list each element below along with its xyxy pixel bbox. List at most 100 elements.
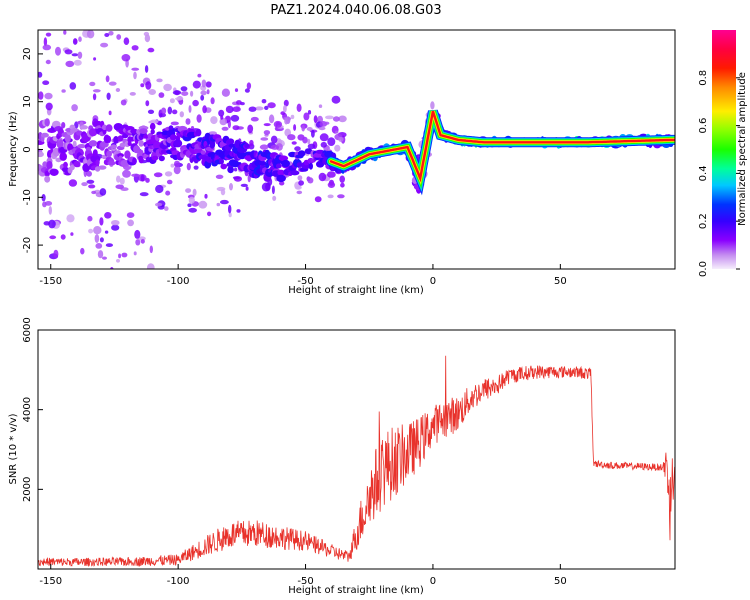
heatmap-cell: [61, 89, 66, 93]
heatmap-cell: [121, 252, 128, 258]
heatmap-cell: [263, 130, 271, 135]
heatmap-cell: [116, 273, 122, 278]
heatmap-cell: [220, 188, 226, 196]
heatmap-cell: [45, 102, 53, 111]
x-tick-label: -100: [167, 276, 190, 287]
heatmap-cell: [295, 185, 302, 190]
snr-plot-area: [38, 330, 675, 569]
heatmap-cell: [113, 136, 119, 144]
heatmap-cell: [122, 133, 129, 139]
heatmap-cell: [60, 234, 66, 240]
heatmap-cell: [106, 150, 112, 158]
heatmap-cell: [296, 162, 303, 167]
x-tick-label: -150: [39, 276, 62, 287]
heatmap-cell: [192, 80, 201, 89]
heatmap-cell: [104, 230, 109, 234]
heatmap-cell: [105, 124, 113, 132]
heatmap-cell: [42, 44, 52, 51]
heatmap-cell: [92, 89, 101, 93]
heatmap-cell: [86, 179, 95, 184]
colorbar-tick-label: 0.0: [698, 261, 709, 277]
heatmap-cell: [129, 92, 136, 96]
heatmap-cell: [220, 199, 229, 205]
heatmap-cell: [225, 105, 234, 114]
heatmap-cell: [318, 104, 323, 108]
heatmap-cell: [126, 212, 135, 219]
heatmap-cell: [313, 152, 323, 158]
heatmap-cell: [134, 229, 141, 239]
heatmap-cell: [111, 224, 120, 231]
heatmap-cell: [106, 92, 111, 101]
heatmap-cell: [254, 106, 264, 111]
heatmap-cell: [73, 59, 82, 66]
heatmap-cell: [68, 179, 78, 187]
heatmap-cell: [229, 183, 233, 191]
heatmap-cell: [327, 171, 336, 178]
heatmap-cell: [119, 177, 125, 185]
heatmap-cell: [173, 160, 181, 168]
heatmap-cell: [234, 88, 239, 92]
heatmap-cell: [313, 115, 318, 123]
heatmap-cell: [271, 185, 275, 195]
heatmap-cell: [138, 156, 144, 164]
heatmap-cell: [44, 175, 51, 183]
heatmap-cell: [144, 65, 149, 73]
heatmap-cell: [283, 99, 289, 107]
y-tick-label: 4000: [22, 397, 33, 422]
heatmap-cell: [220, 115, 224, 120]
heatmap-cell: [201, 79, 207, 88]
heatmap-cell: [227, 138, 235, 145]
heatmap-cell: [244, 88, 250, 93]
heatmap-cell: [161, 107, 167, 115]
heatmap-cell: [58, 139, 64, 149]
heatmap-cell: [166, 179, 173, 185]
heatmap-cell: [143, 31, 150, 37]
heatmap-cell: [48, 219, 56, 229]
heatmap-cell: [144, 34, 151, 43]
heatmap-cell: [42, 161, 48, 168]
heatmap-cell: [168, 125, 174, 132]
heatmap-cell: [249, 139, 254, 147]
heatmap-cell: [164, 171, 173, 177]
heatmap-cell: [233, 176, 242, 182]
heatmap-cell: [105, 243, 113, 248]
heatmap-cell: [327, 194, 334, 199]
heatmap-cell: [102, 256, 107, 260]
heatmap-cell: [287, 134, 296, 141]
heatmap-cell: [188, 207, 197, 213]
heatmap-cell: [180, 86, 188, 92]
heatmap-cell: [116, 34, 122, 40]
heatmap-cell: [140, 239, 145, 244]
colorbar-tick-label: 0.2: [698, 213, 709, 229]
heatmap-cell: [109, 267, 114, 269]
heatmap-cell: [205, 81, 212, 88]
figure-title: PAZ1.2024.040.06.08.G03: [270, 3, 441, 18]
heatmap-cell: [170, 163, 175, 168]
heatmap-cell: [66, 214, 75, 223]
heatmap-cell: [86, 170, 92, 177]
y-tick-label: 0: [22, 146, 33, 152]
heatmap-cell: [92, 120, 103, 127]
heatmap-cell: [117, 135, 124, 142]
heatmap-cell: [169, 134, 177, 141]
spectrogram-xlabel: Height of straight line (km): [288, 285, 424, 296]
heatmap-cell: [45, 59, 51, 65]
heatmap-cell: [270, 144, 280, 150]
heatmap-cell: [163, 83, 172, 92]
colorbar-tick-label: 0.8: [698, 70, 709, 86]
heatmap-cell: [121, 54, 131, 62]
heatmap-cell: [108, 110, 112, 116]
heatmap-cell: [232, 125, 240, 131]
heatmap-cell: [318, 126, 326, 131]
heatmap-cell: [107, 135, 112, 143]
heatmap-cell: [306, 127, 313, 131]
heatmap-cell: [67, 143, 74, 152]
heatmap-cell: [94, 234, 100, 243]
heatmap-cell: [115, 88, 121, 92]
heatmap-cell: [155, 202, 163, 207]
heatmap-cell: [216, 202, 221, 207]
heatmap-cell: [107, 160, 116, 166]
heatmap-cell: [151, 155, 159, 161]
heatmap-cell: [228, 204, 232, 214]
heatmap-cell: [133, 251, 137, 256]
